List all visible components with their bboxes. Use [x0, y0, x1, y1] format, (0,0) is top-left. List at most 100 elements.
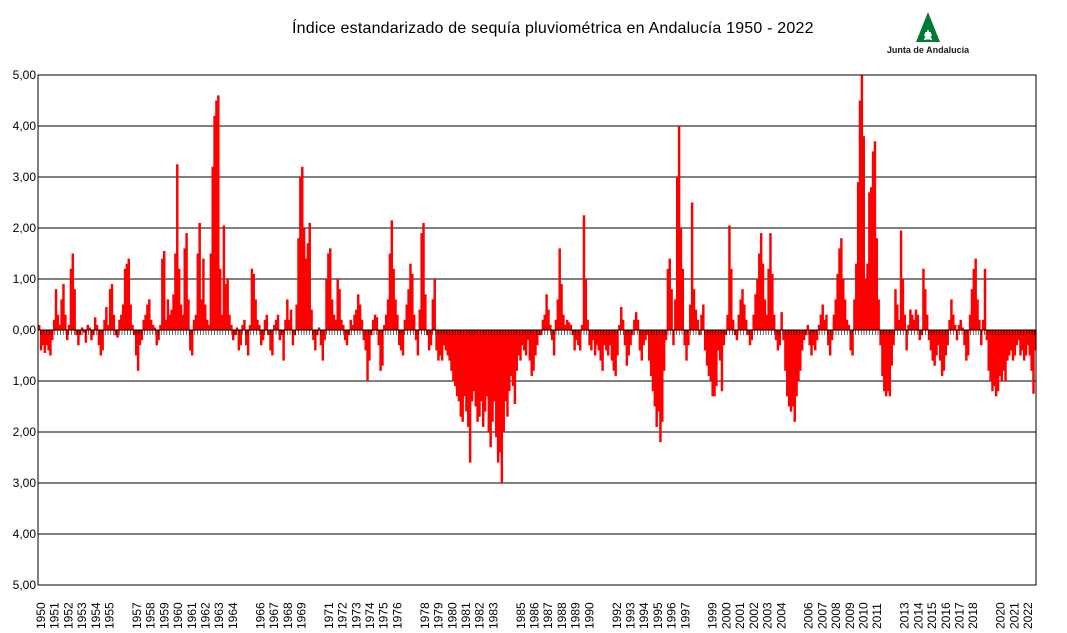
- bar: [629, 330, 632, 346]
- x-tick-label: 1997: [678, 602, 692, 629]
- bar: [133, 330, 136, 336]
- logo-mark-icon: [916, 12, 940, 42]
- x-tick-label: 2007: [815, 602, 829, 629]
- bar: [549, 324, 552, 330]
- bar: [88, 327, 91, 330]
- bar: [720, 330, 724, 392]
- bar: [868, 192, 871, 330]
- bar: [107, 324, 110, 330]
- bar: [853, 299, 856, 330]
- x-tick-label: 1963: [212, 602, 226, 629]
- bar: [310, 309, 313, 330]
- bar: [836, 273, 839, 330]
- x-tick-label: 1966: [253, 602, 267, 629]
- bar: [321, 330, 325, 361]
- bar: [952, 314, 955, 330]
- bar: [414, 330, 418, 341]
- bar: [726, 314, 729, 330]
- x-tick-label: 2015: [925, 602, 939, 629]
- bar: [1019, 330, 1022, 356]
- bar: [644, 330, 647, 341]
- x-tick-label: 1995: [651, 602, 665, 629]
- bar: [858, 100, 862, 330]
- bar: [1015, 330, 1018, 346]
- bar: [847, 324, 851, 330]
- bar: [481, 330, 485, 427]
- y-tick-label: 4,00: [13, 527, 37, 541]
- bar: [526, 330, 530, 341]
- bar: [56, 314, 60, 330]
- bar: [541, 319, 545, 330]
- bar: [233, 330, 237, 336]
- bar: [455, 330, 459, 397]
- bar: [683, 330, 686, 346]
- bar: [474, 330, 477, 407]
- x-tick-label: 2010: [857, 602, 871, 629]
- bar: [67, 324, 71, 330]
- bar: [265, 314, 269, 330]
- bar: [177, 268, 181, 330]
- bar: [1004, 330, 1007, 381]
- x-tick-label: 2008: [829, 602, 843, 629]
- y-tick-label: 0,00: [13, 323, 37, 337]
- bar: [802, 330, 806, 341]
- bar: [972, 268, 976, 330]
- bar: [329, 248, 332, 330]
- y-tick-label: 3,00: [13, 170, 37, 184]
- bar: [993, 330, 996, 387]
- bar: [886, 330, 890, 392]
- bar: [190, 330, 194, 356]
- bar: [804, 330, 808, 336]
- x-tick-label: 2022: [1021, 602, 1035, 629]
- bar: [82, 330, 86, 333]
- bar: [575, 330, 578, 341]
- bar: [536, 330, 539, 346]
- bar: [642, 330, 645, 346]
- bar: [1002, 330, 1005, 371]
- bar: [386, 299, 390, 330]
- bar: [746, 330, 750, 336]
- bar: [614, 330, 617, 376]
- bar: [765, 314, 768, 330]
- y-tick-label: 1,00: [13, 272, 37, 286]
- bar: [222, 225, 226, 330]
- bar: [920, 330, 923, 336]
- bar: [991, 330, 994, 392]
- bar: [560, 284, 563, 330]
- bar: [638, 330, 642, 351]
- bar: [702, 304, 705, 330]
- bar: [649, 330, 653, 376]
- bar: [655, 330, 658, 427]
- bar: [659, 330, 662, 443]
- bar: [243, 319, 246, 330]
- bar: [308, 222, 311, 330]
- bar: [1028, 330, 1032, 356]
- bar: [394, 299, 397, 330]
- bar: [679, 228, 683, 330]
- bar: [375, 317, 379, 330]
- bar: [295, 304, 298, 330]
- bar: [588, 330, 591, 346]
- bar: [327, 253, 330, 330]
- bar: [692, 289, 696, 330]
- bar: [140, 330, 144, 341]
- bar: [181, 314, 185, 330]
- bars: [38, 75, 1037, 483]
- bar: [256, 319, 259, 330]
- bar: [161, 258, 164, 330]
- bar: [84, 330, 88, 343]
- bar: [254, 299, 257, 330]
- bar: [959, 319, 962, 330]
- bar: [476, 330, 479, 422]
- x-tick-label: 1962: [199, 602, 213, 629]
- logo-text: Junta de Andalucía: [886, 45, 970, 55]
- bar: [696, 319, 699, 330]
- bar: [605, 330, 608, 351]
- bar: [463, 330, 466, 397]
- bar: [450, 330, 453, 371]
- bar: [744, 319, 748, 330]
- bar: [586, 319, 589, 330]
- bar: [918, 330, 921, 341]
- bar: [978, 319, 981, 330]
- bar: [832, 314, 836, 330]
